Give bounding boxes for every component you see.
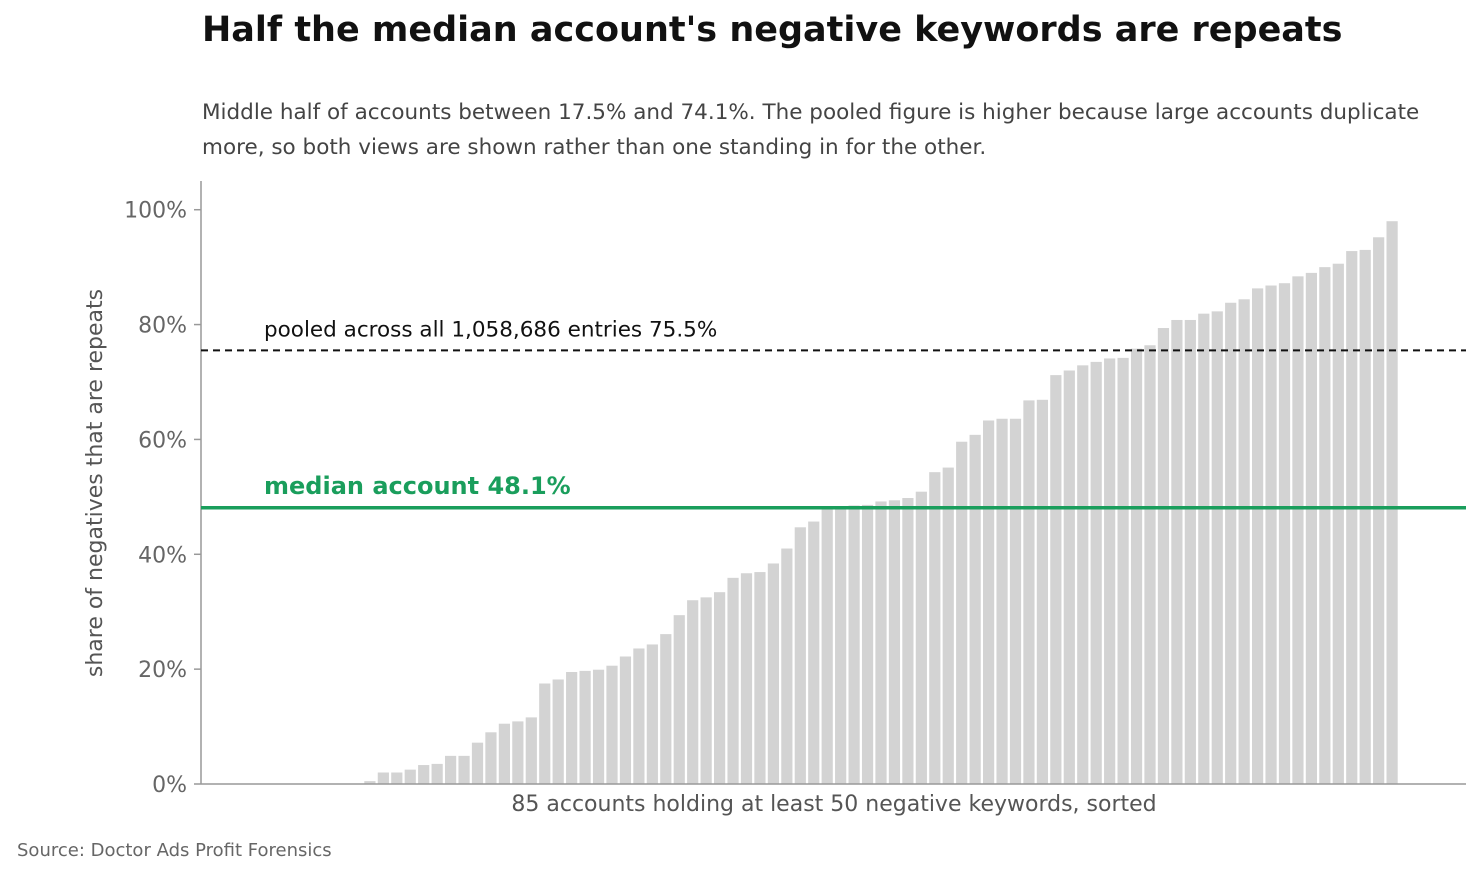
bar xyxy=(633,648,645,784)
bar xyxy=(1063,370,1075,784)
bar xyxy=(539,683,551,784)
chart-title: Half the median account's negative keywo… xyxy=(202,10,1343,50)
y-axis-ticks: 0% 20% 40% 60% 80% 100% xyxy=(124,199,201,798)
median-reference-label: median account 48.1% xyxy=(264,472,571,500)
bar xyxy=(673,615,685,784)
bar xyxy=(915,491,927,784)
bar xyxy=(996,418,1008,784)
bar xyxy=(727,577,739,784)
bar xyxy=(956,441,968,784)
bar xyxy=(1373,237,1385,784)
bar xyxy=(1319,267,1331,784)
bar xyxy=(1023,400,1035,784)
x-axis-label: 85 accounts holding at least 50 negative… xyxy=(511,792,1156,817)
chart-subtitle: Middle half of accounts between 17.5% an… xyxy=(202,100,1420,160)
bar xyxy=(808,521,820,784)
bar xyxy=(1292,276,1304,784)
y-tick-label: 0% xyxy=(152,773,187,798)
bar xyxy=(902,498,914,784)
bar xyxy=(552,679,564,784)
bar xyxy=(714,592,726,784)
bar xyxy=(1077,365,1089,784)
bar xyxy=(1211,311,1223,784)
bar xyxy=(1359,249,1371,784)
bar xyxy=(606,665,618,784)
bar xyxy=(418,765,430,784)
bar xyxy=(1117,357,1129,784)
bar xyxy=(646,644,658,784)
bar xyxy=(1386,221,1398,784)
bar xyxy=(821,508,833,784)
bar xyxy=(404,769,416,784)
bar xyxy=(687,600,699,784)
bar xyxy=(660,634,672,784)
bar xyxy=(888,500,901,784)
bar xyxy=(592,669,605,784)
bar xyxy=(1305,272,1317,784)
bar xyxy=(942,467,954,784)
y-tick-label: 20% xyxy=(138,658,187,683)
bar xyxy=(1278,283,1291,784)
bar xyxy=(525,717,537,784)
bar xyxy=(969,434,981,784)
bar xyxy=(1346,251,1358,784)
bar xyxy=(445,755,457,784)
bar xyxy=(767,563,779,784)
pooled-reference-label: pooled across all 1,058,686 entries 75.5… xyxy=(264,317,717,342)
bar xyxy=(1198,313,1210,784)
bar xyxy=(498,723,510,784)
bar xyxy=(1225,302,1237,784)
reference-lines: pooled across all 1,058,686 entries 75.5… xyxy=(201,317,1466,510)
y-tick-label: 80% xyxy=(138,314,187,339)
bar xyxy=(619,656,632,784)
bar xyxy=(929,472,941,784)
bar xyxy=(835,506,847,784)
bar xyxy=(875,501,887,784)
bar xyxy=(700,597,712,784)
bar xyxy=(1171,319,1183,784)
bar xyxy=(1252,288,1264,784)
bar xyxy=(485,732,497,784)
bar xyxy=(1130,348,1143,784)
bar xyxy=(781,548,793,784)
bar xyxy=(1238,299,1250,784)
bar xyxy=(1090,361,1102,784)
bar xyxy=(1184,319,1196,784)
bar xyxy=(1104,358,1116,784)
bar xyxy=(566,672,578,784)
y-axis-label: share of negatives that are repeats xyxy=(83,289,108,677)
y-tick-label: 100% xyxy=(124,199,187,224)
y-tick-label: 40% xyxy=(138,543,187,568)
bar xyxy=(471,742,484,784)
bar xyxy=(794,527,806,784)
bar xyxy=(848,505,860,784)
bar xyxy=(377,772,389,784)
bar xyxy=(983,420,995,784)
bar xyxy=(740,573,753,784)
bar xyxy=(458,755,470,784)
bar xyxy=(1157,328,1170,784)
bar xyxy=(1036,399,1048,784)
bars xyxy=(364,221,1398,784)
bar xyxy=(431,763,443,784)
bar xyxy=(512,721,524,784)
bar xyxy=(1009,418,1022,784)
bar xyxy=(579,670,591,784)
bar xyxy=(754,572,766,784)
bar xyxy=(1332,263,1344,784)
bar xyxy=(1265,285,1277,784)
bar xyxy=(861,504,874,784)
bar xyxy=(364,781,376,784)
bar xyxy=(1144,345,1156,784)
source-note: Source: Doctor Ads Profit Forensics xyxy=(17,840,332,861)
y-tick-label: 60% xyxy=(138,428,187,453)
bar xyxy=(391,772,403,784)
bar xyxy=(1050,375,1062,784)
